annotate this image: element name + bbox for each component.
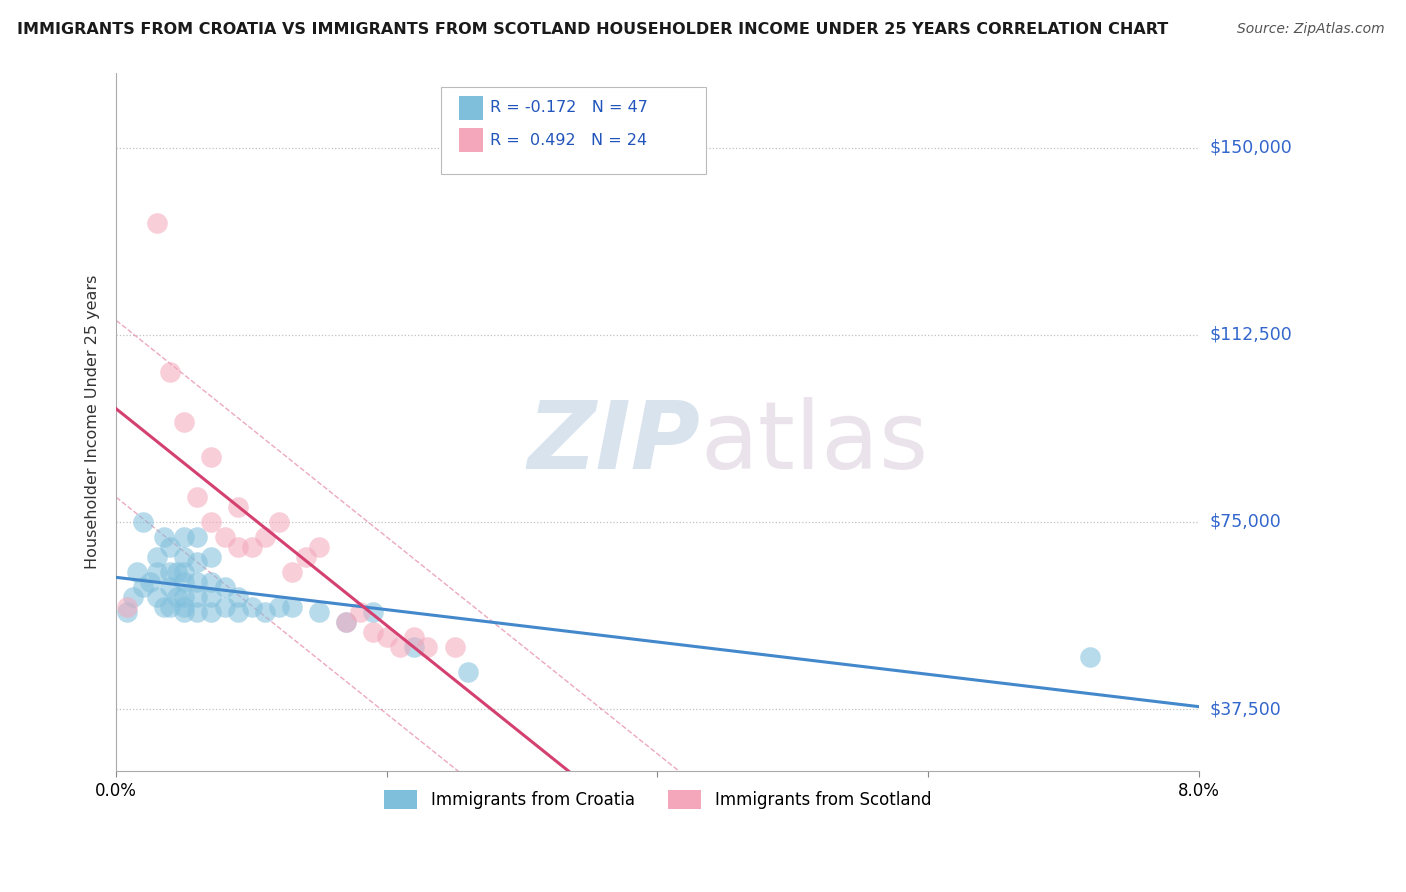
FancyBboxPatch shape <box>441 87 706 174</box>
Point <box>186 590 208 604</box>
Point <box>200 515 222 529</box>
Text: Source: ZipAtlas.com: Source: ZipAtlas.com <box>1237 22 1385 37</box>
Text: $150,000: $150,000 <box>1209 139 1292 157</box>
Point <box>200 574 222 589</box>
Point <box>173 415 195 429</box>
Point <box>294 549 316 564</box>
Point <box>166 565 188 579</box>
Point <box>125 565 148 579</box>
Point <box>173 530 195 544</box>
Point <box>173 565 195 579</box>
Point <box>115 605 138 619</box>
Point <box>1080 649 1102 664</box>
Point <box>186 490 208 504</box>
Text: $37,500: $37,500 <box>1209 700 1282 718</box>
Point <box>186 605 208 619</box>
Point <box>166 590 188 604</box>
Text: $75,000: $75,000 <box>1209 513 1282 531</box>
Point <box>226 540 249 554</box>
Point <box>132 580 155 594</box>
Text: R = -0.172   N = 47: R = -0.172 N = 47 <box>489 101 648 115</box>
Point <box>308 605 330 619</box>
Point <box>146 216 169 230</box>
Point <box>349 605 371 619</box>
Point <box>267 515 290 529</box>
Point <box>173 590 195 604</box>
Point <box>226 590 249 604</box>
Point <box>186 574 208 589</box>
Point <box>173 574 195 589</box>
Point <box>159 580 181 594</box>
Point <box>214 599 236 614</box>
Point <box>152 530 174 544</box>
Y-axis label: Householder Income Under 25 years: Householder Income Under 25 years <box>86 275 100 569</box>
Point <box>173 605 195 619</box>
Point <box>200 549 222 564</box>
Point <box>335 615 357 629</box>
Point <box>281 599 304 614</box>
Point <box>146 565 169 579</box>
Point <box>152 599 174 614</box>
Point <box>226 500 249 514</box>
Text: IMMIGRANTS FROM CROATIA VS IMMIGRANTS FROM SCOTLAND HOUSEHOLDER INCOME UNDER 25 : IMMIGRANTS FROM CROATIA VS IMMIGRANTS FR… <box>17 22 1168 37</box>
Point <box>159 599 181 614</box>
Text: $112,500: $112,500 <box>1209 326 1292 344</box>
Point <box>402 630 425 644</box>
Point <box>254 530 277 544</box>
Point <box>416 640 439 654</box>
Point <box>115 599 138 614</box>
Point <box>281 565 304 579</box>
Point <box>146 549 169 564</box>
Point <box>186 530 208 544</box>
Text: R =  0.492   N = 24: R = 0.492 N = 24 <box>489 133 647 147</box>
Point <box>121 590 143 604</box>
Point <box>159 540 181 554</box>
Point <box>240 540 263 554</box>
Text: ZIP: ZIP <box>527 397 700 489</box>
Point <box>139 574 162 589</box>
Legend: Immigrants from Croatia, Immigrants from Scotland: Immigrants from Croatia, Immigrants from… <box>377 783 938 815</box>
Point <box>335 615 357 629</box>
Point <box>375 630 398 644</box>
Point <box>443 640 465 654</box>
Point <box>173 549 195 564</box>
Point <box>457 665 479 679</box>
Point <box>363 605 385 619</box>
Point <box>132 515 155 529</box>
Point <box>200 450 222 464</box>
Point <box>254 605 277 619</box>
Point <box>389 640 412 654</box>
Point <box>159 365 181 379</box>
Point <box>173 599 195 614</box>
Point <box>308 540 330 554</box>
Text: atlas: atlas <box>700 397 929 489</box>
Point <box>240 599 263 614</box>
Point <box>186 555 208 569</box>
Point <box>146 590 169 604</box>
Point <box>159 565 181 579</box>
Bar <box>460 128 484 152</box>
Point <box>200 590 222 604</box>
Point <box>363 624 385 639</box>
Point <box>226 605 249 619</box>
Point <box>200 605 222 619</box>
Bar <box>460 96 484 120</box>
Point <box>214 530 236 544</box>
Point <box>267 599 290 614</box>
Point <box>214 580 236 594</box>
Point <box>402 640 425 654</box>
